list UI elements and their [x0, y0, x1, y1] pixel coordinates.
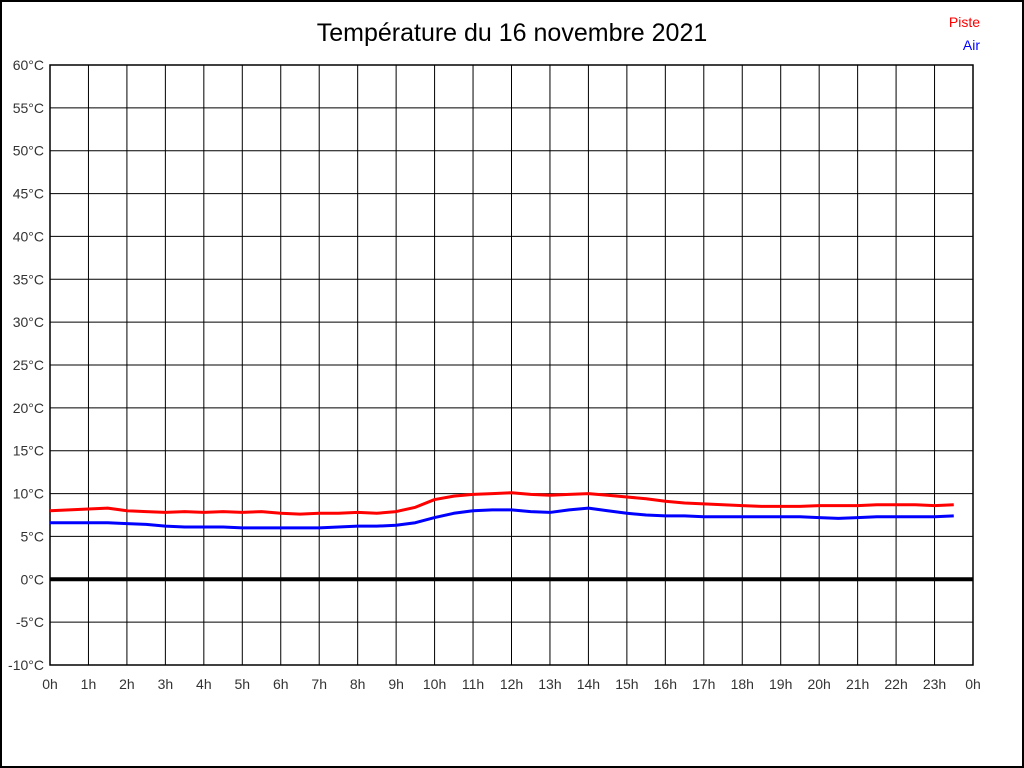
x-tick-label: 20h — [807, 676, 830, 692]
x-tick-label: 9h — [388, 676, 404, 692]
legend: Piste Air — [949, 11, 980, 57]
chart-title: Température du 16 novembre 2021 — [316, 19, 708, 47]
x-tick-label: 12h — [500, 676, 523, 692]
x-tick-label: 13h — [538, 676, 561, 692]
legend-item-air: Air — [962, 37, 980, 53]
series-line-air — [50, 506, 954, 530]
y-tick-label: 20°C — [13, 400, 44, 416]
y-tick-label: 35°C — [13, 271, 44, 287]
x-tick-label: 16h — [654, 676, 677, 692]
x-tick-label: 1h — [81, 676, 97, 692]
x-tick-label: 19h — [769, 676, 792, 692]
x-tick-label: 0h — [965, 676, 981, 692]
y-tick-label: 50°C — [13, 143, 44, 159]
x-tick-label: 15h — [615, 676, 638, 692]
x-tick-label: 18h — [731, 676, 754, 692]
x-tick-label: 0h — [42, 676, 58, 692]
plot-frame — [49, 64, 974, 666]
x-tick-label: 11h — [462, 676, 484, 692]
x-tick-label: 7h — [311, 676, 327, 692]
y-tick-label: 10°C — [13, 486, 44, 502]
series-line-piste — [49, 491, 954, 516]
y-tick-label: -10°C — [8, 657, 44, 673]
x-tick-label: 2h — [119, 676, 135, 692]
y-tick-label: 25°C — [13, 357, 44, 373]
x-tick-label: 22h — [884, 676, 907, 692]
y-tick-label: 60°C — [13, 57, 44, 73]
y-tick-label: 55°C — [13, 100, 44, 116]
y-tick-label: 30°C — [13, 314, 44, 330]
legend-item-piste: Piste — [948, 14, 980, 30]
y-tick-label: 15°C — [13, 443, 44, 459]
x-tick-label: 10h — [423, 676, 446, 692]
y-tick-label: 45°C — [13, 186, 44, 202]
y-tick-label: 40°C — [13, 228, 44, 244]
y-tick-label: 0°C — [21, 571, 45, 587]
x-tick-label: 21h — [846, 676, 869, 692]
y-tick-label: 5°C — [21, 528, 45, 544]
x-tick-label: 8h — [350, 676, 366, 692]
x-tick-label: 23h — [923, 676, 946, 692]
x-tick-label: 5h — [235, 676, 251, 692]
x-tick-label: 4h — [196, 676, 212, 692]
x-tick-label: 17h — [692, 676, 715, 692]
x-tick-label: 3h — [158, 676, 174, 692]
y-tick-label: -5°C — [16, 614, 44, 630]
x-tick-label: 6h — [273, 676, 289, 692]
x-tick-label: 14h — [577, 676, 600, 692]
